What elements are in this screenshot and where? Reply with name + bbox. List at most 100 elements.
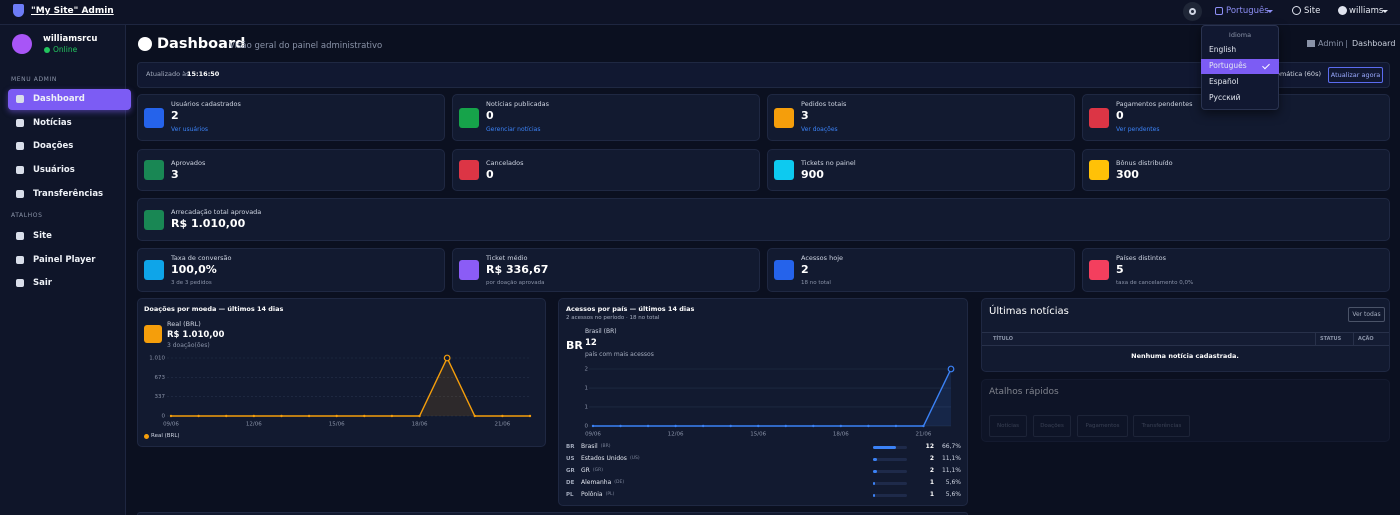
menu-item[interactable]: Usuários (33, 165, 75, 175)
language-option[interactable]: English (1209, 45, 1237, 54)
menu-item[interactable]: Notícias (33, 118, 72, 128)
country-name: Alemanha (581, 479, 612, 486)
page-subtitle: Visão geral do painel administrativo (229, 41, 383, 51)
stat-label: Usuários cadastrados (171, 100, 241, 108)
user-menu[interactable]: williams (1349, 6, 1384, 16)
country-code: BR (566, 444, 575, 450)
brand[interactable]: "My Site" Admin (31, 6, 114, 16)
top-country-name: Brasil (BR) (585, 328, 617, 335)
stat-card (137, 94, 445, 141)
breadcrumb: Dashboard (1352, 39, 1396, 48)
page-title: Dashboard (157, 36, 246, 52)
refresh-label: Atualizar agora (1330, 71, 1381, 79)
menu-icon (16, 166, 24, 174)
country-bar (873, 445, 896, 449)
view-all-button[interactable] (1348, 307, 1385, 322)
menu-icon (16, 190, 24, 198)
site-link[interactable]: Site (1304, 6, 1321, 16)
breadcrumb[interactable]: Admin (1318, 39, 1344, 48)
stat-note: 3 de 3 pedidos (171, 280, 212, 286)
menu-item[interactable]: Sair (33, 278, 52, 288)
stat-card (137, 198, 1390, 241)
menu-item[interactable]: Doações (33, 141, 74, 151)
country-tag: (BR) (600, 444, 611, 449)
country-bar-track (873, 457, 907, 461)
country-bar (873, 481, 875, 485)
shortcut-button[interactable] (1133, 415, 1190, 437)
country-tag: (US) (629, 456, 640, 461)
top-country-code: BR (566, 339, 583, 352)
country-count: 1 (929, 491, 934, 498)
stat-icon (774, 260, 794, 280)
menu-item[interactable]: Dashboard (33, 94, 85, 104)
shortcuts-panel (981, 379, 1390, 442)
stat-link[interactable]: Ver doações (801, 126, 838, 133)
stat-link[interactable]: Gerenciar notícias (486, 126, 541, 133)
stat-value: 3 (171, 168, 179, 181)
language-option[interactable]: Español (1209, 77, 1239, 86)
site-icon (1292, 6, 1301, 15)
menu-item[interactable]: Transferências (33, 189, 104, 199)
language-toggle[interactable]: Português (1226, 6, 1269, 16)
user-icon (1338, 6, 1347, 15)
currency-count: 3 doação(ões) (167, 342, 210, 349)
section-title: ATALHOS (11, 212, 43, 219)
currency-total: R$ 1.010,00 (167, 330, 225, 340)
top-country-value: 12 (585, 338, 597, 348)
stat-label: Bônus distribuído (1116, 159, 1173, 167)
stat-card (137, 248, 445, 292)
stat-label: Taxa de conversão (171, 254, 232, 262)
stat-value: 0 (1116, 109, 1124, 122)
country-count: 2 (929, 455, 934, 462)
stat-icon (459, 107, 479, 128)
language-option[interactable]: Русский (1209, 93, 1241, 102)
stat-link[interactable]: Ver pendentes (1116, 126, 1160, 133)
stat-label: Arrecadação total aprovada (171, 208, 262, 216)
stat-label: Tickets no painel (801, 159, 856, 167)
shortcut-button[interactable] (1077, 415, 1128, 437)
section-title: MENU ADMIN (11, 76, 57, 83)
shortcut-button[interactable] (1033, 415, 1071, 437)
menu-item[interactable]: Site (33, 231, 52, 241)
stat-icon (144, 107, 164, 128)
breadcrumb-sep (1346, 40, 1347, 48)
language-option[interactable]: Português (1209, 61, 1247, 70)
stat-icon (1089, 160, 1109, 180)
menu-icon (16, 256, 24, 264)
country-code: DE (566, 480, 575, 486)
chart-title: Doações por moeda — últimos 14 dias (144, 305, 284, 313)
stat-value: 0 (486, 168, 494, 181)
panel-edge (137, 512, 968, 515)
country-code: US (566, 456, 575, 462)
settings-icon (1189, 8, 1196, 15)
menu-item[interactable]: Painel Player (33, 255, 96, 265)
menu-icon (16, 95, 24, 103)
country-count: 2 (929, 467, 934, 474)
stat-icon (774, 160, 794, 180)
stat-value: 0 (486, 109, 494, 122)
status-time: 15:16:50 (187, 70, 220, 78)
stat-label: Aprovados (171, 159, 206, 167)
stat-card (137, 149, 445, 191)
stat-card (452, 149, 760, 191)
stat-icon (144, 209, 164, 230)
country-bar-track (873, 469, 907, 473)
shortcut-label: Transferências (1141, 423, 1182, 429)
status-label: Atualizado às (146, 70, 190, 78)
stat-link[interactable]: Ver usuários (171, 126, 209, 133)
stat-card (767, 248, 1075, 292)
column-header: AÇÃO (1358, 336, 1374, 342)
stat-note: 18 no total (801, 280, 831, 286)
country-pct: 66,7% (941, 443, 961, 450)
stat-card (452, 248, 760, 292)
stat-card (1082, 149, 1390, 191)
page-icon (138, 37, 152, 51)
country-pct: 11,1% (941, 467, 961, 474)
shortcut-label: Pagamentos (1085, 423, 1120, 429)
refresh-button[interactable] (1328, 67, 1383, 83)
country-name: Polônia (581, 491, 603, 498)
stat-value: 2 (171, 109, 179, 122)
stat-card (1082, 248, 1390, 292)
shortcut-button[interactable] (989, 415, 1027, 437)
